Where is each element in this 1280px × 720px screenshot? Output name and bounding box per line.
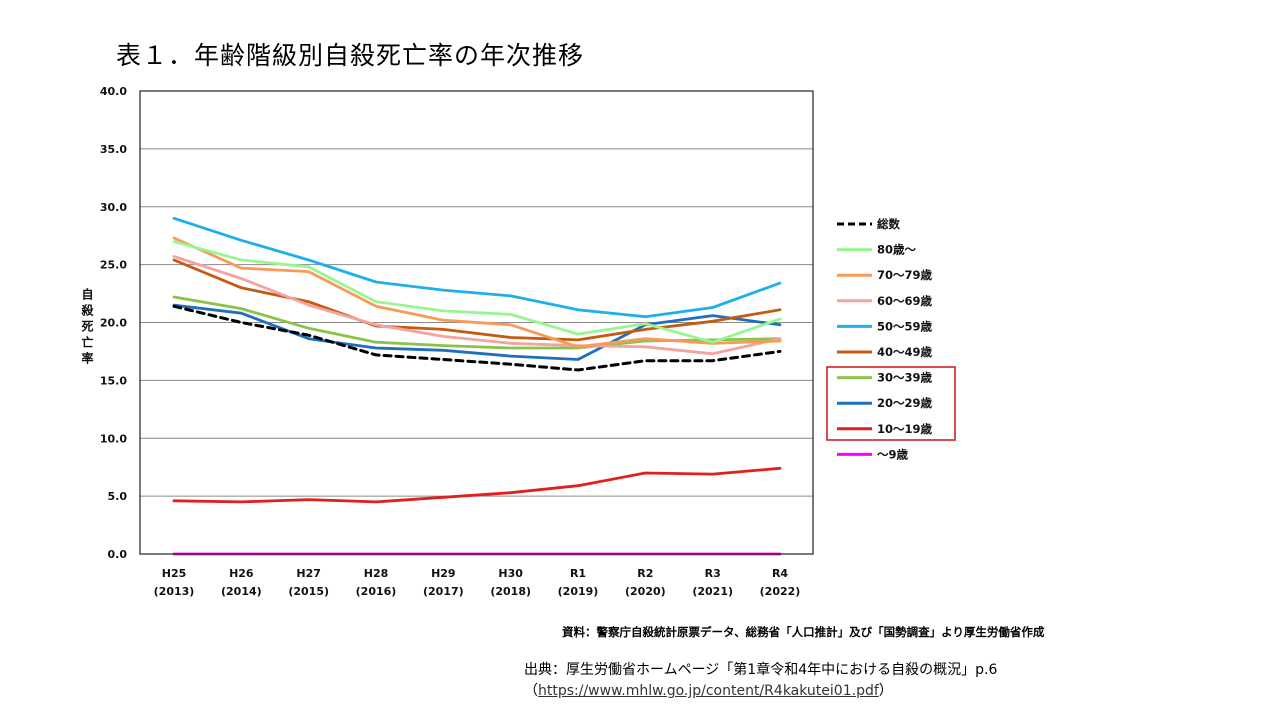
legend-label-1: 80歳～ (877, 243, 917, 257)
x-tick-year: (2018) (490, 585, 531, 598)
x-tick-year: (2021) (692, 585, 733, 598)
citation-url-link[interactable]: https://www.mhlw.go.jp/content/R4kakutei… (538, 683, 879, 699)
x-tick-year: (2014) (221, 585, 262, 598)
series-line-0 (172, 304, 782, 372)
x-tick-year: (2019) (558, 585, 599, 598)
citation: 出典：厚生労働省ホームページ「第1章令和4年中における自殺の概況」p.6 （ht… (524, 660, 997, 702)
series-line-3 (172, 255, 782, 356)
y-tick-label: 0.0 (108, 548, 128, 561)
y-tick-label: 10.0 (100, 432, 127, 445)
legend-label-8: 10～19歳 (877, 422, 933, 436)
x-tick-year: (2022) (760, 585, 801, 598)
legend-label-5: 40～49歳 (877, 345, 933, 359)
x-tick-year: (2016) (356, 585, 397, 598)
x-tick-era: H25 (162, 567, 187, 580)
x-tick-year: (2013) (154, 585, 195, 598)
citation-close-paren: ） (878, 683, 893, 699)
x-tick-era: R1 (570, 567, 586, 580)
x-tick-era: H27 (296, 567, 321, 580)
y-tick-label: 5.0 (108, 490, 128, 503)
x-tick-era: H29 (431, 567, 456, 580)
page-title: 表１．年齢階級別自殺死亡率の年次推移 (116, 41, 585, 70)
y-tick-label: 30.0 (100, 201, 127, 214)
series-line-1 (172, 240, 782, 344)
legend-label-6: 30～39歳 (877, 371, 933, 385)
x-tick-year: (2017) (423, 585, 464, 598)
series-line-8 (172, 466, 782, 504)
x-axis-ticks: H25 (2013) H26 (2014) H27 (2015) H28 (2016) H29 (… (154, 567, 801, 598)
series-line-2 (172, 236, 782, 349)
legend-label-3: 60～69歳 (877, 294, 933, 308)
citation-open-paren: （ (524, 683, 538, 699)
legend-highlight-box (826, 366, 956, 441)
y-tick-label: 25.0 (100, 259, 127, 272)
citation-url-line: （https://www.mhlw.go.jp/content/R4kakute… (524, 681, 997, 702)
x-tick-era: R2 (637, 567, 653, 580)
y-axis-ticks: 0.0 5.0 10.0 15.0 20.0 25.0 30.0 35.0 40.0 (100, 85, 127, 561)
y-tick-label: 20.0 (100, 317, 127, 330)
plot-frame (139, 90, 814, 555)
legend-label-2: 70～79歳 (877, 268, 933, 282)
x-tick-year: (2015) (288, 585, 329, 598)
y-axis-title: 自殺死亡率 (80, 287, 94, 368)
x-tick-era: R3 (705, 567, 721, 580)
x-tick-era: H26 (229, 567, 254, 580)
series-line-4 (172, 216, 782, 319)
y-tick-label: 35.0 (100, 143, 127, 156)
x-tick-era: R4 (772, 567, 788, 580)
y-axis-label: 自殺死亡率 (80, 287, 94, 368)
legend-label-7: 20～29歳 (877, 396, 933, 410)
series-line-5 (172, 258, 782, 342)
legend-label-9: ～9歳 (877, 447, 909, 461)
y-tick-label: 15.0 (100, 374, 127, 387)
legend-label-4: 50～59歳 (877, 319, 933, 333)
series-line-7 (172, 303, 782, 361)
x-tick-era: H28 (364, 567, 389, 580)
citation-prefix: 出典：厚生労働省ホームページ「第1章令和4年中における自殺の概況」p.6 (524, 662, 998, 678)
legend: 総数 80歳～ 70～79歳 60～69歳 50～59歳 40～49歳 30～39歳 20～2… (837, 217, 933, 461)
legend-label-0: 総数 (877, 217, 900, 231)
x-tick-era: H30 (498, 567, 523, 580)
gridlines (140, 148, 813, 497)
y-tick-label: 40.0 (100, 85, 127, 98)
source-note: 資料：警察庁自殺統計原票データ、総務省「人口推計」及び「国勢調査」より厚生労働省… (562, 625, 1045, 639)
series-lines (172, 216, 782, 556)
x-tick-year: (2020) (625, 585, 666, 598)
